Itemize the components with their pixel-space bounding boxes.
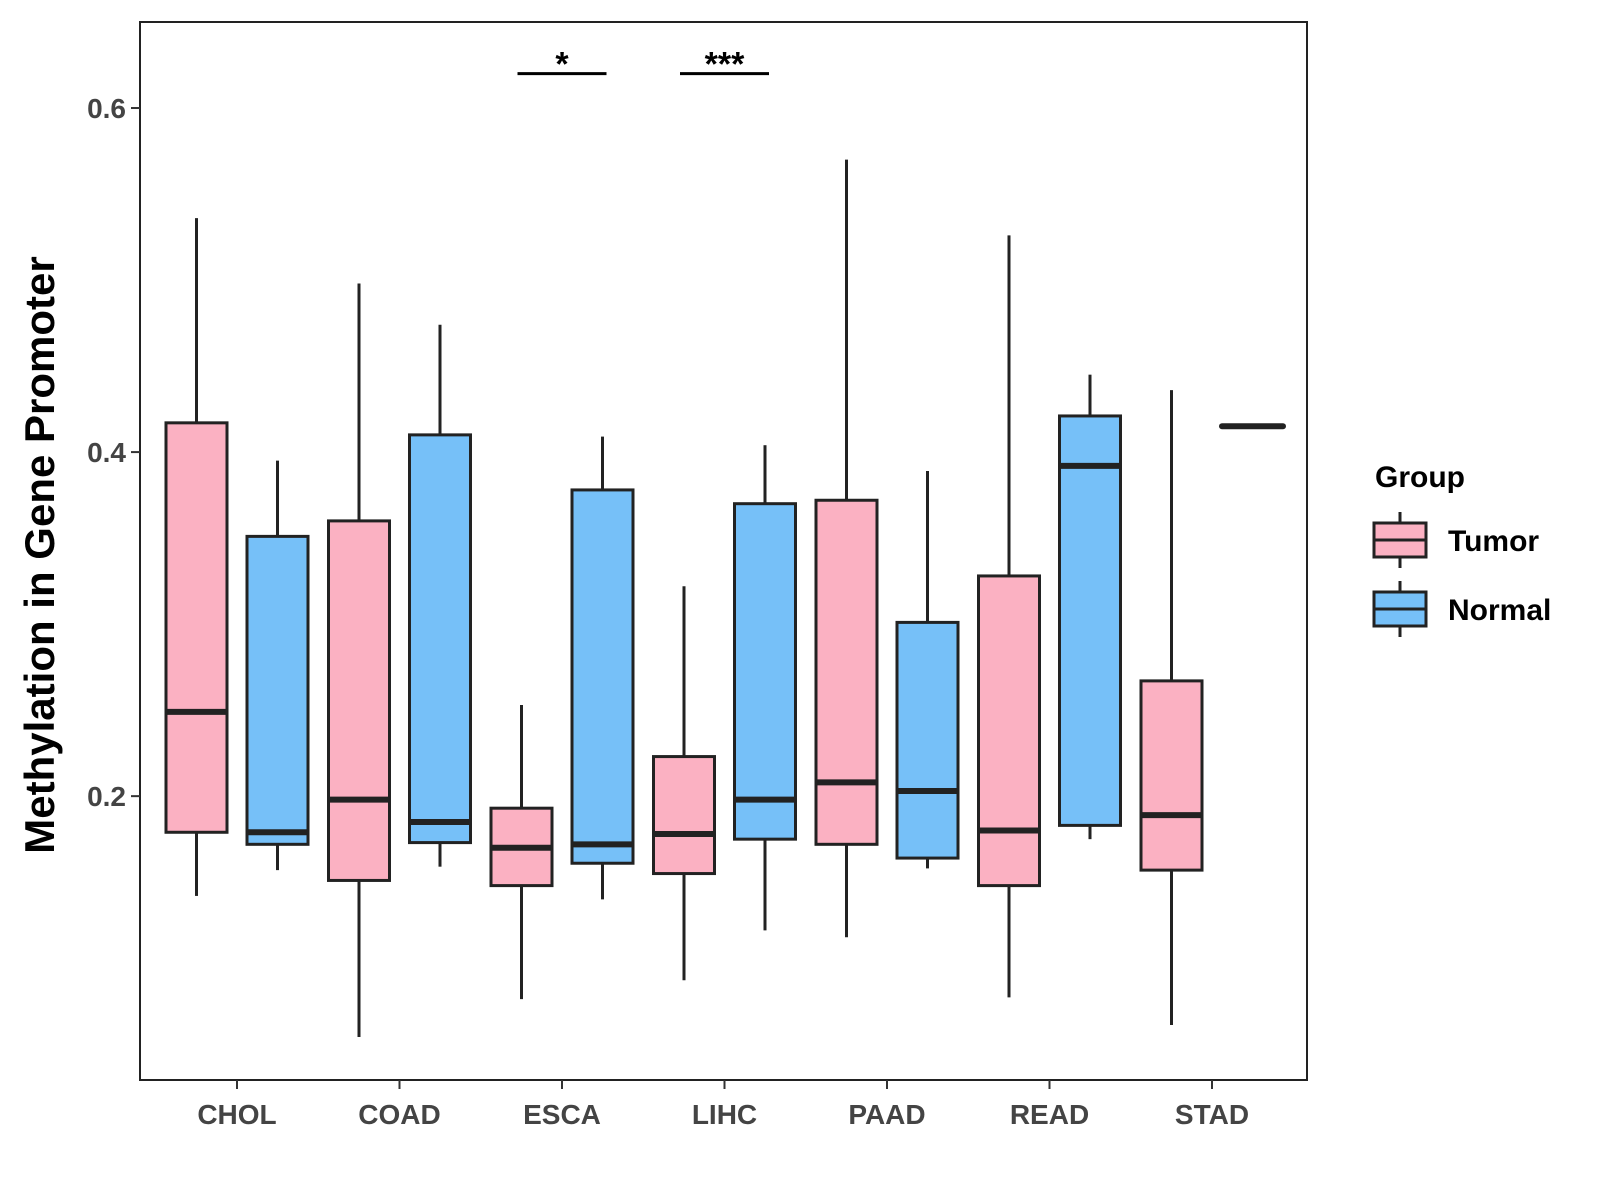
box-tumor-esca bbox=[489, 704, 554, 1000]
y-tick-label: 0.4 bbox=[87, 437, 126, 468]
box-normal-lihc bbox=[733, 445, 797, 931]
significance-label: * bbox=[555, 46, 569, 84]
y-tick-label: 0.6 bbox=[87, 93, 126, 124]
x-tick-label: COAD bbox=[358, 1099, 440, 1130]
x-axis: CHOL COAD ESCA LIHC PAAD READ STAD bbox=[197, 1080, 1249, 1130]
box-tumor-stad bbox=[1139, 390, 1204, 1025]
x-tick-label: CHOL bbox=[197, 1099, 276, 1130]
box-body bbox=[814, 498, 879, 846]
box-tumor-read bbox=[977, 235, 1041, 998]
box-normal-esca bbox=[570, 436, 635, 900]
legend: Group Tumor Normal bbox=[1372, 461, 1551, 637]
box-group bbox=[164, 159, 1286, 1037]
box-body bbox=[1139, 679, 1204, 872]
box-body bbox=[895, 620, 960, 860]
box-body bbox=[164, 421, 229, 834]
x-tick-label: STAD bbox=[1175, 1099, 1249, 1130]
significance-label: *** bbox=[705, 46, 745, 84]
plot-panel-border bbox=[139, 21, 1308, 1081]
legend-item-normal: Normal bbox=[1372, 581, 1551, 637]
x-tick-label: LIHC bbox=[692, 1099, 757, 1130]
x-tick-label: READ bbox=[1010, 1099, 1089, 1130]
y-axis-label: Methylation in Gene Promoter bbox=[16, 256, 63, 853]
x-tick-label: PAAD bbox=[848, 1099, 925, 1130]
y-tick-label: 0.2 bbox=[87, 781, 126, 812]
box-body bbox=[733, 502, 797, 841]
box-normal-coad bbox=[408, 324, 472, 867]
legend-label: Tumor bbox=[1448, 525, 1539, 558]
box-normal-paad bbox=[895, 471, 960, 869]
box-body bbox=[652, 755, 716, 876]
box-tumor-paad bbox=[814, 159, 879, 938]
box-body bbox=[408, 433, 472, 845]
box-body bbox=[327, 519, 391, 882]
box-normal-chol bbox=[245, 460, 310, 871]
legend-item-tumor: Tumor bbox=[1372, 512, 1539, 568]
box-body bbox=[245, 534, 310, 846]
box-normal-read bbox=[1058, 374, 1122, 840]
box-body bbox=[570, 488, 635, 865]
box-tumor-lihc bbox=[652, 586, 716, 981]
significance-annotations: * *** bbox=[517, 46, 769, 84]
box-tumor-coad bbox=[327, 283, 391, 1037]
legend-label: Normal bbox=[1448, 594, 1551, 627]
legend-title: Group bbox=[1375, 461, 1465, 494]
y-axis: 0.2 0.4 0.6 bbox=[87, 93, 140, 812]
box-tumor-chol bbox=[164, 218, 229, 896]
box-body bbox=[977, 574, 1041, 888]
x-tick-label: ESCA bbox=[523, 1099, 601, 1130]
box-body bbox=[1058, 414, 1122, 827]
